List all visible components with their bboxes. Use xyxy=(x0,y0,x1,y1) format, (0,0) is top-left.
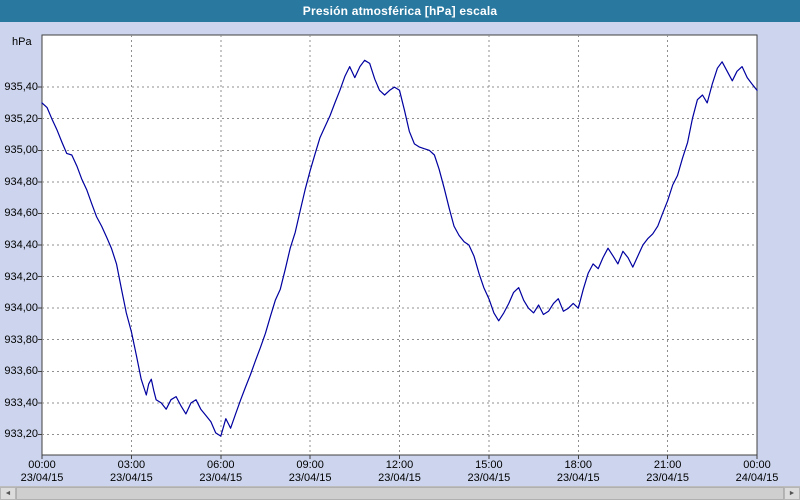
x-tick-label: 09:00 23/04/15 xyxy=(276,459,344,485)
x-tick-date: 24/04/15 xyxy=(735,472,779,484)
x-tick-label: 21:00 23/04/15 xyxy=(634,459,702,485)
x-tick-time: 18:00 xyxy=(564,459,593,471)
y-tick-label: 934,80 xyxy=(4,175,38,188)
x-tick-date: 23/04/15 xyxy=(109,472,153,484)
x-tick-label: 06:00 23/04/15 xyxy=(187,459,255,485)
x-tick-date: 23/04/15 xyxy=(646,472,690,484)
chart-area: hPa 933,20 933,40 933,60 933,80 934,00 934,20… xyxy=(0,22,800,486)
x-tick-label: 00:00 24/04/15 xyxy=(723,459,791,485)
x-tick-date: 23/04/15 xyxy=(199,472,243,484)
x-tick-date: 23/04/15 xyxy=(288,472,332,484)
x-tick-label: 12:00 23/04/15 xyxy=(366,459,434,485)
y-tick-label: 934,00 xyxy=(4,302,38,315)
x-tick-date: 23/04/15 xyxy=(556,472,600,484)
x-tick-time: 03:00 xyxy=(117,459,146,471)
scrollbar-thumb[interactable] xyxy=(16,487,784,500)
plot-area xyxy=(38,34,758,459)
pressure-line xyxy=(41,59,758,437)
pressure-chart-svg xyxy=(38,34,758,459)
y-tick-label: 935,00 xyxy=(4,144,38,157)
x-tick-date: 23/04/15 xyxy=(378,472,421,484)
y-tick-label: 934,40 xyxy=(4,239,38,251)
horizontal-scrollbar[interactable]: ◄ ► xyxy=(0,486,800,500)
x-tick-time: 00:00 xyxy=(28,459,56,471)
y-tick-label: 933,20 xyxy=(4,428,38,441)
x-tick-time: 06:00 xyxy=(206,459,235,471)
x-tick-date: 23/04/15 xyxy=(20,472,64,484)
scrollbar-right-button[interactable]: ► xyxy=(784,487,800,500)
y-tick-label: 933,80 xyxy=(4,333,38,346)
x-tick-time: 09:00 xyxy=(296,459,324,471)
x-tick-time: 12:00 xyxy=(385,459,414,471)
y-tick-label: 933,60 xyxy=(4,365,38,378)
x-tick-time: 21:00 xyxy=(653,459,682,471)
x-tick-time: 00:00 xyxy=(743,459,771,471)
y-axis-unit-label: hPa xyxy=(12,36,32,48)
y-tick-label: 933,40 xyxy=(4,396,38,409)
x-tick-label: 00:00 23/04/15 xyxy=(8,459,76,485)
x-tick-time: 15:00 xyxy=(475,459,503,471)
chart-title-bar: Presión atmosférica [hPa] escala xyxy=(0,0,800,22)
x-tick-label: 15:00 23/04/15 xyxy=(455,459,523,485)
y-tick-label: 935,20 xyxy=(4,112,38,125)
scrollbar-left-button[interactable]: ◄ xyxy=(0,487,16,500)
scrollbar-track[interactable] xyxy=(16,487,784,500)
y-tick-label: 935,40 xyxy=(4,81,38,94)
x-tick-label: 03:00 23/04/15 xyxy=(97,459,165,485)
chart-title: Presión atmosférica [hPa] escala xyxy=(302,4,498,18)
y-tick-label: 934,20 xyxy=(4,270,38,283)
x-tick-date: 23/04/15 xyxy=(467,472,511,484)
x-tick-label: 18:00 23/04/15 xyxy=(544,459,612,485)
y-tick-label: 934,60 xyxy=(4,207,38,220)
